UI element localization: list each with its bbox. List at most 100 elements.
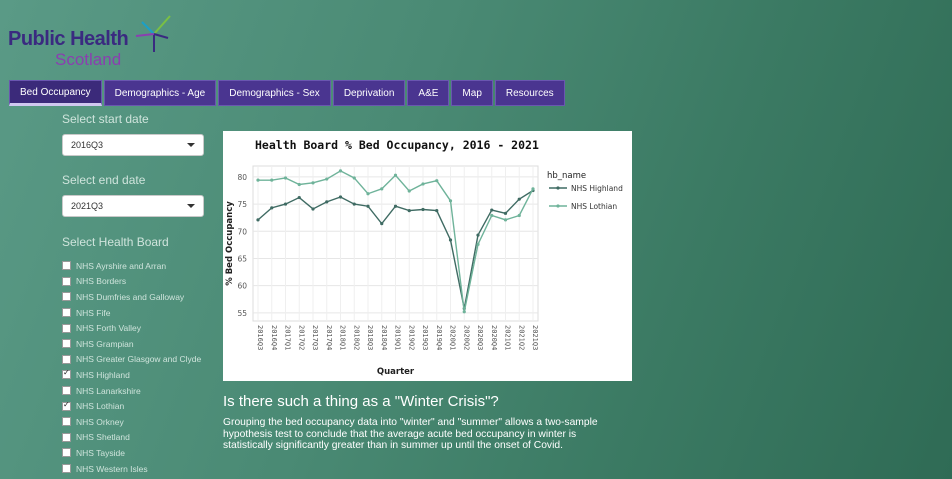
x-axis-label: Quarter: [377, 367, 415, 377]
board-checkbox[interactable]: [62, 432, 71, 442]
board-option[interactable]: NHS Greater Glasgow and Clyde: [62, 352, 201, 368]
chart-svg: Health Board % Bed Occupancy, 2016 - 202…: [225, 138, 623, 377]
data-point: [476, 242, 480, 246]
data-point: [297, 195, 301, 200]
legend-key-point: [556, 186, 560, 190]
board-checkbox[interactable]: [62, 417, 71, 427]
board-option[interactable]: NHS Dumfries and Galloway: [62, 289, 201, 305]
x-tick-label: 2020Q2: [462, 325, 470, 350]
board-option[interactable]: NHS Fife: [62, 305, 201, 321]
board-option-label: NHS Forth Valley: [76, 323, 142, 334]
x-tick-label: 2019Q1: [394, 325, 402, 350]
data-point: [421, 182, 425, 186]
logo-text-line1: Public Health: [8, 28, 129, 50]
end-date-select[interactable]: 2021Q3: [62, 195, 204, 217]
board-option[interactable]: NHS Borders: [62, 274, 201, 290]
board-checkbox[interactable]: [62, 339, 71, 349]
end-date-label: Select end date: [62, 173, 146, 187]
board-checkbox[interactable]: [62, 261, 71, 271]
data-point: [407, 189, 411, 193]
data-point: [462, 310, 466, 314]
data-point: [283, 176, 288, 180]
tab-map[interactable]: Map: [451, 80, 493, 106]
chevron-down-icon: [187, 204, 195, 208]
data-point: [325, 177, 329, 181]
board-checkbox[interactable]: [62, 464, 71, 474]
y-axis-label: % Bed Occupancy: [225, 201, 235, 286]
board-checkbox[interactable]: [62, 292, 71, 302]
board-option-label: NHS Grampian: [76, 338, 134, 349]
legend-entry: NHS Lothian: [571, 202, 617, 211]
start-date-select[interactable]: 2016Q3: [62, 134, 204, 156]
data-point: [366, 192, 370, 196]
data-point: [393, 173, 398, 177]
chart-title: Health Board % Bed Occupancy, 2016 - 202…: [255, 138, 539, 152]
board-option[interactable]: NHS Grampian: [62, 336, 201, 352]
board-option[interactable]: NHS Highland: [62, 367, 201, 383]
data-point: [325, 200, 329, 204]
x-tick-label: 2017Q4: [325, 325, 333, 350]
board-checkbox[interactable]: [62, 308, 71, 318]
board-option-label: NHS Greater Glasgow and Clyde: [76, 354, 202, 365]
y-tick-label: 80: [237, 173, 247, 182]
data-point: [517, 197, 521, 201]
data-point: [366, 204, 370, 208]
x-tick-label: 2017Q3: [311, 325, 319, 350]
start-date-label: Select start date: [62, 112, 149, 126]
board-option[interactable]: NHS Tayside: [62, 445, 201, 461]
board-checkbox[interactable]: [62, 386, 71, 396]
x-tick-label: 2016Q3: [256, 325, 264, 350]
board-option[interactable]: NHS Orkney: [62, 414, 201, 430]
board-option-label: NHS Western Isles: [76, 463, 148, 474]
board-option[interactable]: NHS Western Isles: [62, 461, 201, 477]
data-point: [435, 208, 439, 213]
board-option[interactable]: NHS Shetland: [62, 430, 201, 446]
board-checkbox[interactable]: [62, 276, 71, 286]
x-tick-label: 2020Q4: [490, 325, 498, 350]
data-point: [297, 182, 301, 187]
x-tick-label: 2017Q2: [297, 325, 305, 350]
legend-title: hb_name: [547, 171, 586, 181]
data-point: [270, 206, 274, 210]
board-checkbox[interactable]: [62, 368, 71, 380]
legend-key-point: [556, 204, 560, 208]
y-tick-label: 65: [237, 254, 247, 263]
board-option-label: NHS Tayside: [76, 447, 125, 458]
board-checkbox[interactable]: [62, 323, 71, 333]
data-point: [503, 218, 508, 222]
logo-text-line2: Scotland: [55, 50, 122, 69]
logo-mark-icon: [135, 15, 171, 52]
board-option[interactable]: NHS Forth Valley: [62, 320, 201, 336]
legend-entry: NHS Highland: [571, 184, 623, 193]
tab-demographics-sex[interactable]: Demographics - Sex: [218, 80, 331, 106]
board-option[interactable]: NHS Lanarkshire: [62, 383, 201, 399]
start-date-value: 2016Q3: [71, 140, 104, 150]
data-point: [476, 233, 480, 237]
tab-deprivation[interactable]: Deprivation: [332, 80, 406, 106]
y-tick-label: 70: [237, 227, 247, 236]
x-tick-label: 2018Q1: [339, 325, 347, 350]
board-option-label: NHS Orkney: [76, 416, 124, 427]
board-checkbox[interactable]: [62, 448, 71, 458]
data-point: [393, 204, 398, 208]
board-option[interactable]: NHS Ayrshire and Arran: [62, 258, 201, 274]
nav-tabs: Bed Occupancy Demographics - Age Demogra…: [9, 80, 565, 106]
board-option-label: NHS Ayrshire and Arran: [76, 260, 167, 271]
data-point: [517, 213, 521, 218]
x-tick-label: 2021Q1: [504, 325, 512, 350]
tab-demographics-age[interactable]: Demographics - Age: [103, 80, 217, 106]
data-point: [435, 179, 439, 183]
tab-resources[interactable]: Resources: [494, 80, 565, 106]
data-point: [448, 238, 453, 242]
tab-ae[interactable]: A&E: [407, 80, 450, 106]
x-tick-label: 2018Q4: [380, 325, 388, 350]
section-heading: Is there such a thing as a "Winter Crisi…: [223, 393, 499, 410]
board-checkbox[interactable]: [62, 354, 71, 364]
board-option-label: NHS Shetland: [76, 432, 130, 443]
board-option[interactable]: NHS Lothian: [62, 398, 201, 414]
board-checkbox[interactable]: [62, 400, 71, 411]
phs-logo: Public Health Scotland: [8, 14, 178, 70]
x-tick-label: 2020Q3: [476, 325, 484, 350]
tab-bed-occupancy[interactable]: Bed Occupancy: [9, 80, 102, 106]
x-tick-label: 2021Q2: [517, 325, 525, 350]
